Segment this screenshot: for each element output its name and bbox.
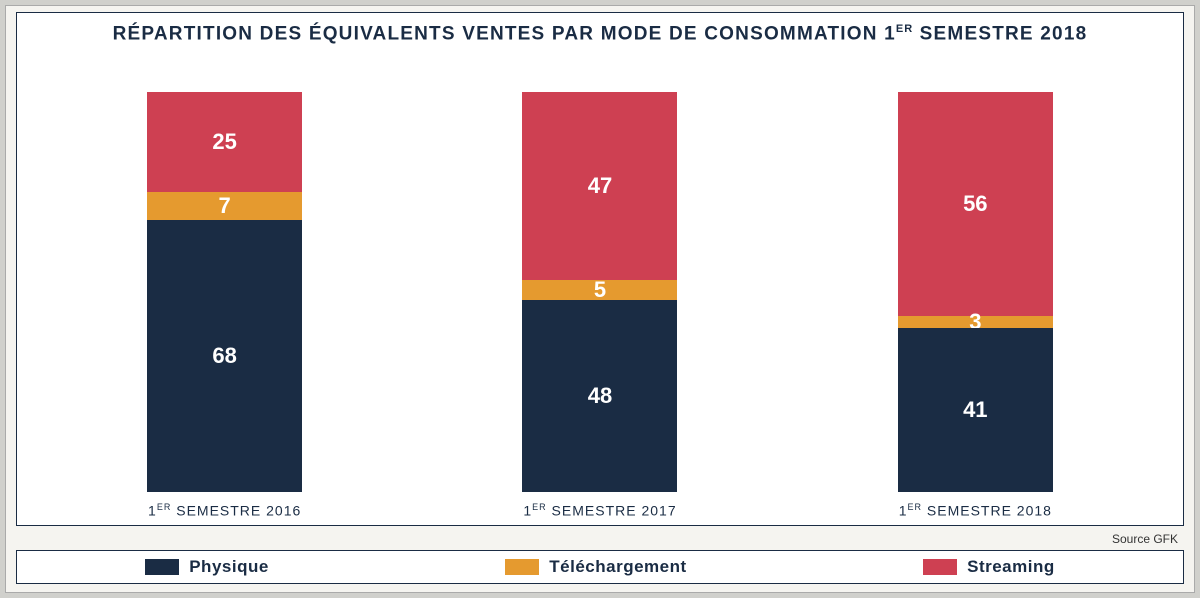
x-label-sup: ER — [907, 502, 922, 512]
legend-swatch-physique — [145, 559, 179, 575]
x-label-post: SEMESTRE 2017 — [547, 503, 677, 519]
chart-title: RÉPARTITION DES ÉQUIVALENTS VENTES PAR M… — [37, 23, 1163, 45]
bar-segment-streaming: 25 — [147, 92, 302, 192]
title-post: SEMESTRE 2018 — [913, 23, 1087, 44]
bar-segment-physique: 68 — [147, 220, 302, 492]
x-axis-label: 1ER SEMESTRE 2016 — [148, 502, 301, 519]
x-label-sup: ER — [532, 502, 547, 512]
chart-container: RÉPARTITION DES ÉQUIVALENTS VENTES PAR M… — [16, 12, 1184, 526]
chart-frame: RÉPARTITION DES ÉQUIVALENTS VENTES PAR M… — [5, 5, 1195, 593]
bar-column: 25768 1ER SEMESTRE 2016 — [147, 53, 302, 519]
title-pre: RÉPARTITION DES ÉQUIVALENTS VENTES PAR M… — [113, 23, 896, 44]
title-sup: ER — [896, 23, 913, 35]
legend-label: Physique — [189, 557, 269, 577]
legend-item-streaming: Streaming — [923, 557, 1055, 577]
bar-segment-physique: 41 — [898, 328, 1053, 492]
x-label-post: SEMESTRE 2018 — [922, 503, 1052, 519]
bar-segment-telechargement: 7 — [147, 192, 302, 220]
stacked-bar: 47548 — [522, 92, 677, 492]
legend-label: Téléchargement — [549, 557, 686, 577]
x-label-post: SEMESTRE 2016 — [171, 503, 301, 519]
bar-column: 56341 1ER SEMESTRE 2018 — [898, 53, 1053, 519]
x-axis-label: 1ER SEMESTRE 2017 — [523, 502, 676, 519]
legend-swatch-telechargement — [505, 559, 539, 575]
legend-item-physique: Physique — [145, 557, 269, 577]
x-label-sup: ER — [157, 502, 172, 512]
bar-segment-telechargement: 5 — [522, 280, 677, 300]
bar-column: 47548 1ER SEMESTRE 2017 — [522, 53, 677, 519]
legend-label: Streaming — [967, 557, 1055, 577]
legend-swatch-streaming — [923, 559, 957, 575]
bar-segment-physique: 48 — [522, 300, 677, 492]
x-label-pre: 1 — [523, 503, 532, 519]
source-label: Source GFK — [16, 532, 1178, 546]
stacked-bar: 25768 — [147, 92, 302, 492]
bar-segment-streaming: 47 — [522, 92, 677, 280]
bar-segment-streaming: 56 — [898, 92, 1053, 316]
x-label-pre: 1 — [148, 503, 157, 519]
bars-area: 257681ER SEMESTRE 2016475481ER SEMESTRE … — [37, 53, 1163, 519]
bar-segment-telechargement: 3 — [898, 316, 1053, 328]
x-axis-label: 1ER SEMESTRE 2018 — [899, 502, 1052, 519]
legend-item-telechargement: Téléchargement — [505, 557, 686, 577]
legend-box: Physique Téléchargement Streaming — [16, 550, 1184, 584]
stacked-bar: 56341 — [898, 92, 1053, 492]
